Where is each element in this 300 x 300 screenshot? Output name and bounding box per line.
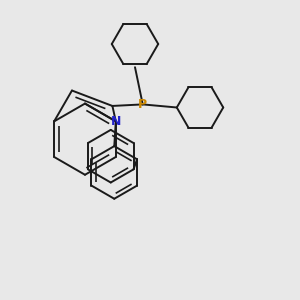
Text: N: N [111, 115, 121, 128]
Text: P: P [138, 98, 147, 111]
